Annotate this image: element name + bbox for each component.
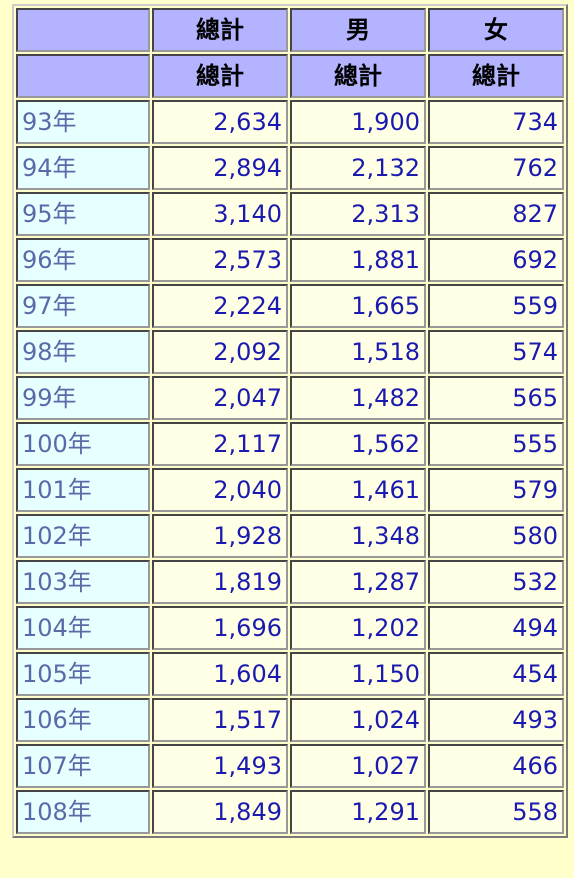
cell-total: 2,894 [152,146,288,190]
table-row: 97年 2,224 1,665 559 [16,284,564,328]
cell-female: 827 [428,192,564,236]
cell-male: 1,900 [290,100,426,144]
table-row: 107年 1,493 1,027 466 [16,744,564,788]
cell-total: 1,849 [152,790,288,834]
table-row: 98年 2,092 1,518 574 [16,330,564,374]
cell-male: 1,024 [290,698,426,742]
table-row: 108年 1,849 1,291 558 [16,790,564,834]
cell-male: 1,348 [290,514,426,558]
cell-male: 1,027 [290,744,426,788]
row-year-label: 99年 [16,376,150,420]
cell-female: 762 [428,146,564,190]
cell-female: 454 [428,652,564,696]
cell-total: 2,634 [152,100,288,144]
cell-total: 1,493 [152,744,288,788]
row-year-label: 106年 [16,698,150,742]
cell-male: 1,881 [290,238,426,282]
header-row-2: 總計 總計 總計 [16,54,564,98]
cell-female: 734 [428,100,564,144]
cell-total: 2,224 [152,284,288,328]
row-year-label: 108年 [16,790,150,834]
header-total: 總計 [152,8,288,52]
cell-total: 2,092 [152,330,288,374]
cell-male: 1,150 [290,652,426,696]
row-year-label: 93年 [16,100,150,144]
cell-male: 1,518 [290,330,426,374]
row-year-label: 94年 [16,146,150,190]
cell-female: 580 [428,514,564,558]
cell-female: 466 [428,744,564,788]
cell-female: 532 [428,560,564,604]
cell-male: 1,291 [290,790,426,834]
cell-male: 1,562 [290,422,426,466]
row-year-label: 96年 [16,238,150,282]
row-year-label: 107年 [16,744,150,788]
row-year-label: 104年 [16,606,150,650]
cell-male: 2,132 [290,146,426,190]
table-row: 101年 2,040 1,461 579 [16,468,564,512]
header-corner-cell [16,8,150,52]
cell-male: 1,461 [290,468,426,512]
cell-female: 555 [428,422,564,466]
cell-total: 2,047 [152,376,288,420]
cell-total: 1,696 [152,606,288,650]
cell-female: 558 [428,790,564,834]
row-year-label: 103年 [16,560,150,604]
table-row: 100年 2,117 1,562 555 [16,422,564,466]
row-year-label: 102年 [16,514,150,558]
cell-male: 1,665 [290,284,426,328]
cell-total: 2,040 [152,468,288,512]
table-row: 93年 2,634 1,900 734 [16,100,564,144]
cell-female: 574 [428,330,564,374]
row-year-label: 100年 [16,422,150,466]
header-corner-cell [16,54,150,98]
cell-female: 692 [428,238,564,282]
table-row: 99年 2,047 1,482 565 [16,376,564,420]
cell-female: 493 [428,698,564,742]
row-year-label: 97年 [16,284,150,328]
table-row: 106年 1,517 1,024 493 [16,698,564,742]
table-row: 94年 2,894 2,132 762 [16,146,564,190]
header-row-1: 總計 男 女 [16,8,564,52]
table-body: 93年 2,634 1,900 734 94年 2,894 2,132 762 95年 3,140… [16,100,564,834]
row-year-label: 98年 [16,330,150,374]
table-row: 103年 1,819 1,287 532 [16,560,564,604]
cell-male: 1,202 [290,606,426,650]
subheader-total: 總計 [152,54,288,98]
subheader-female-total: 總計 [428,54,564,98]
cell-female: 565 [428,376,564,420]
subheader-male-total: 總計 [290,54,426,98]
table-row: 95年 3,140 2,313 827 [16,192,564,236]
cell-male: 1,287 [290,560,426,604]
row-year-label: 101年 [16,468,150,512]
table-row: 102年 1,928 1,348 580 [16,514,564,558]
cell-total: 1,819 [152,560,288,604]
cell-total: 1,928 [152,514,288,558]
table-row: 104年 1,696 1,202 494 [16,606,564,650]
cell-total: 1,604 [152,652,288,696]
cell-total: 2,117 [152,422,288,466]
cell-total: 3,140 [152,192,288,236]
table-row: 96年 2,573 1,881 692 [16,238,564,282]
cell-male: 1,482 [290,376,426,420]
table-row: 105年 1,604 1,150 454 [16,652,564,696]
header-male: 男 [290,8,426,52]
cell-male: 2,313 [290,192,426,236]
cell-female: 494 [428,606,564,650]
cell-female: 579 [428,468,564,512]
cell-total: 1,517 [152,698,288,742]
header-female: 女 [428,8,564,52]
row-year-label: 95年 [16,192,150,236]
cell-female: 559 [428,284,564,328]
row-year-label: 105年 [16,652,150,696]
statistics-table: 總計 男 女 總計 總計 總計 93年 2,634 1,900 734 94年 2,894… [12,4,568,838]
cell-total: 2,573 [152,238,288,282]
